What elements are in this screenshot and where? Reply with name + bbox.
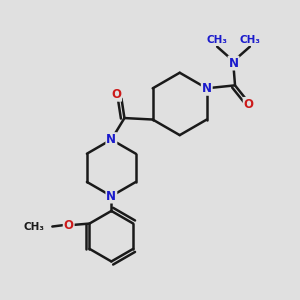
Text: O: O xyxy=(111,88,121,101)
Text: CH₃: CH₃ xyxy=(239,35,260,45)
Text: N: N xyxy=(106,190,116,202)
Text: N: N xyxy=(202,82,212,95)
Text: O: O xyxy=(64,218,74,232)
Text: CH₃: CH₃ xyxy=(207,35,228,45)
Text: CH₃: CH₃ xyxy=(24,221,45,232)
Text: N: N xyxy=(106,133,116,146)
Text: O: O xyxy=(244,98,254,111)
Text: N: N xyxy=(229,57,238,70)
